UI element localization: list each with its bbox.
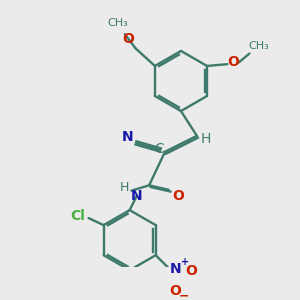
Text: O: O	[122, 32, 134, 46]
Text: O: O	[169, 284, 181, 298]
Text: C: C	[154, 142, 164, 156]
Text: N: N	[122, 130, 134, 144]
Text: O: O	[172, 189, 184, 203]
Text: N: N	[169, 262, 181, 276]
Text: O: O	[228, 56, 239, 69]
Text: O: O	[185, 264, 197, 278]
Text: CH₃: CH₃	[248, 41, 269, 52]
Text: N: N	[131, 189, 142, 203]
Text: −: −	[179, 290, 189, 300]
Text: +: +	[181, 257, 189, 267]
Text: H: H	[200, 132, 211, 146]
Text: CH₃: CH₃	[107, 19, 128, 28]
Text: H: H	[120, 181, 129, 194]
Text: Cl: Cl	[70, 209, 86, 223]
